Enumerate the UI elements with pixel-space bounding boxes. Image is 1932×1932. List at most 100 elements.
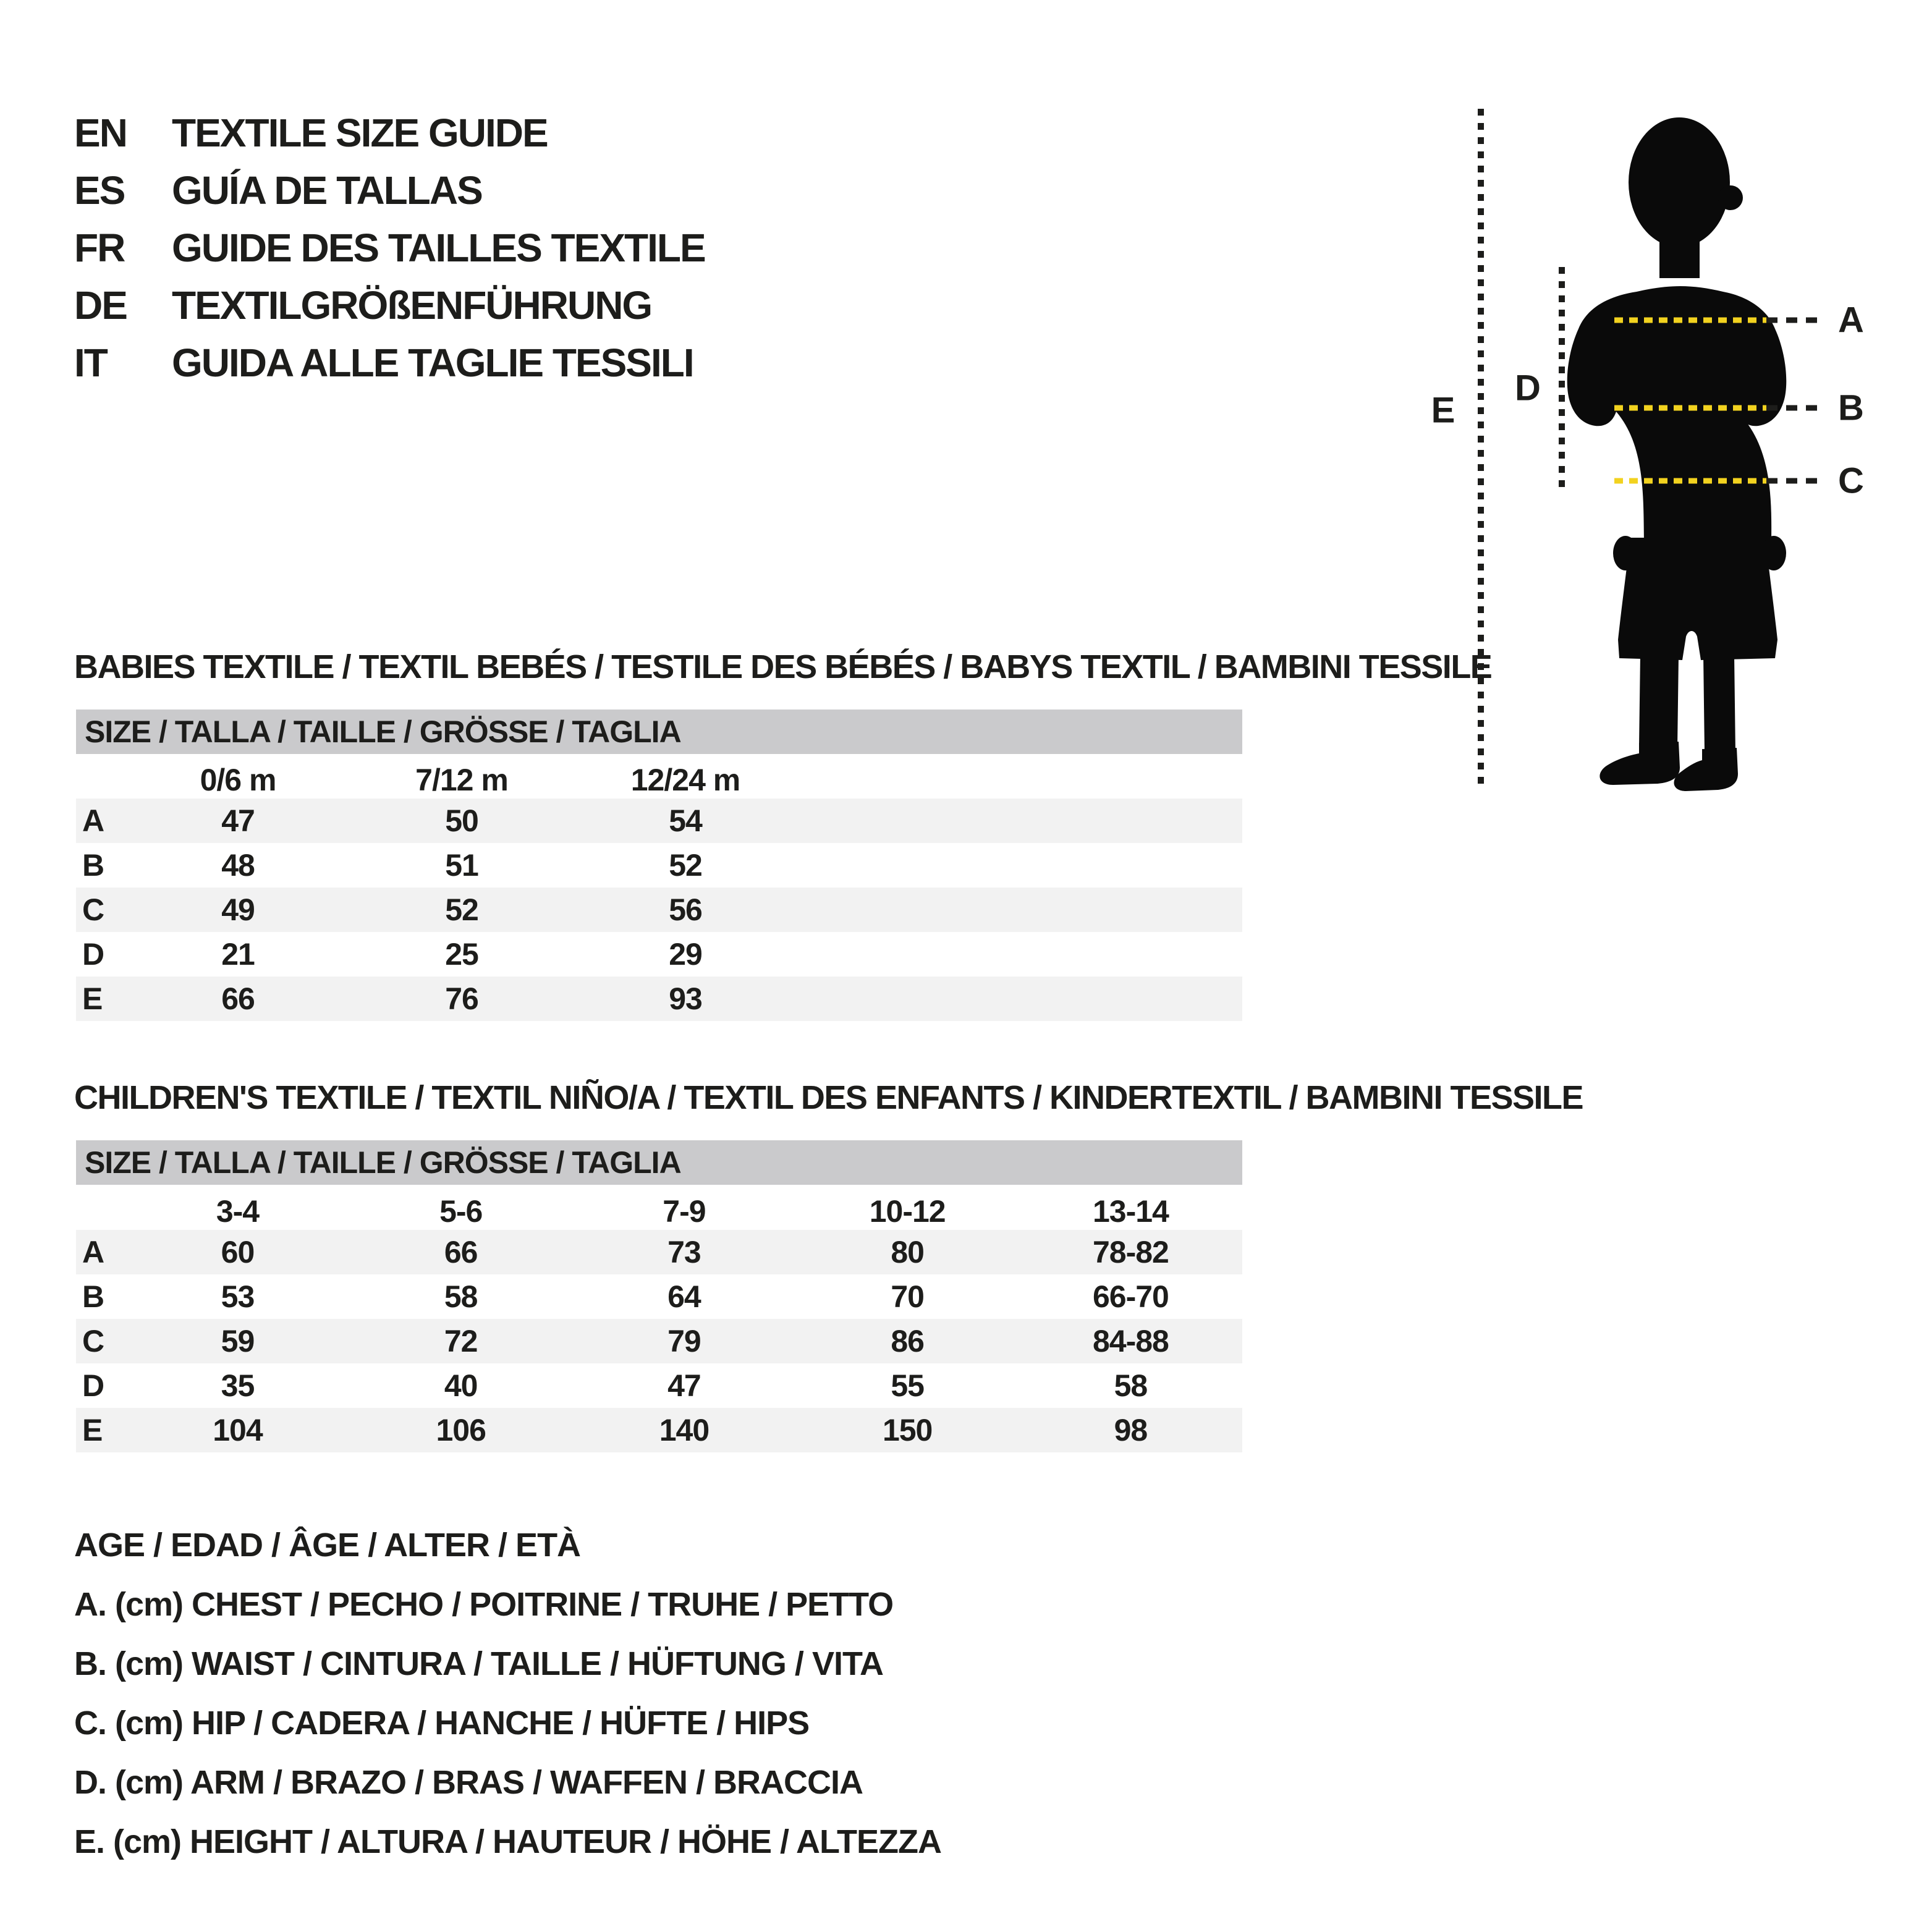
row-label: D [82,1368,104,1403]
size-value-cell: 58 [1114,1368,1148,1403]
row-label: E [82,1413,103,1447]
row-label: A [82,1235,104,1269]
language-code: IT [74,340,108,385]
language-title: GUIDA ALLE TAGLIE TESSILI [172,340,695,385]
children-column-header-row: 3-4 5-6 7-9 10-12 13-14 [76,1193,1242,1230]
legend-line: A. (cm) CHEST / PECHO / POITRINE / TRUHE… [74,1586,894,1623]
legend-line: E. (cm) HEIGHT / ALTURA / HAUTEUR / HÖHE… [74,1823,942,1860]
table-row: D 21 25 29 [76,932,1242,977]
table-row: E 66 76 93 [76,977,1242,1021]
size-value-cell: 98 [1114,1413,1148,1447]
size-value-cell: 150 [882,1413,933,1447]
row-label: C [82,892,104,927]
language-title: GUÍA DE TALLAS [172,167,483,213]
row-label: B [82,848,104,883]
language-code: ES [74,167,125,213]
language-code: DE [74,282,128,328]
column-header: 13-14 [1092,1194,1169,1229]
language-title-block: EN TEXTILE SIZE GUIDE ES GUÍA DE TALLAS … [74,104,706,391]
size-value-cell: 21 [221,937,255,972]
legend-line: AGE / EDAD / ÂGE / ALTER / ETÀ [74,1527,581,1564]
measure-label-E: E [1431,391,1455,431]
size-value-cell: 55 [891,1368,925,1403]
size-value-cell: 104 [213,1413,263,1447]
size-value-cell: 64 [667,1279,701,1314]
children-size-header-text: SIZE / TALLA / TAILLE / GRÖSSE / TAGLIA [85,1145,682,1180]
measure-label-C: C [1838,461,1864,501]
size-value-cell: 56 [669,892,703,927]
language-code: EN [74,110,128,155]
size-value-cell: 140 [659,1413,710,1447]
size-value-cell: 59 [221,1324,255,1358]
row-label: C [82,1324,104,1358]
column-header: 7/12 m [415,763,509,797]
size-value-cell: 106 [436,1413,486,1447]
size-value-cell: 76 [445,981,479,1016]
size-value-cell: 54 [669,803,703,838]
size-value-cell: 47 [667,1368,701,1403]
table-row: C 49 52 56 [76,888,1242,932]
column-header: 12/24 m [630,763,740,797]
babies-column-header-row: 0/6 m 7/12 m 12/24 m [76,761,1242,799]
size-value-cell: 79 [667,1324,701,1358]
row-label: A [82,803,104,838]
size-value-cell: 93 [669,981,703,1016]
size-value-cell: 52 [669,848,703,883]
table-row: B 48 51 52 [76,843,1242,888]
language-row: FR GUIDE DES TAILLES TEXTILE [74,219,706,276]
legend-line: D. (cm) ARM / BRAZO / BRAS / WAFFEN / BR… [74,1764,863,1801]
size-value-cell: 25 [445,937,479,972]
babies-size-header-bar: SIZE / TALLA / TAILLE / GRÖSSE / TAGLIA [76,710,1242,754]
size-value-cell: 52 [445,892,479,927]
language-code: FR [74,225,125,270]
child-silhouette-icon [1567,117,1787,791]
size-value-cell: 78-82 [1092,1235,1169,1269]
table-row: A 47 50 54 [76,799,1242,843]
column-header: 0/6 m [200,763,277,797]
language-title: TEXTILGRÖßENFÜHRUNG [172,282,653,328]
size-value-cell: 48 [221,848,255,883]
column-header: 3-4 [216,1194,260,1229]
table-row: A 60 66 73 80 78-82 [76,1230,1242,1274]
children-size-header-bar: SIZE / TALLA / TAILLE / GRÖSSE / TAGLIA [76,1140,1242,1185]
language-row: ES GUÍA DE TALLAS [74,161,705,219]
size-value-cell: 60 [221,1235,255,1269]
size-value-cell: 66-70 [1092,1279,1169,1314]
size-value-cell: 66 [444,1235,478,1269]
size-value-cell: 66 [221,981,255,1016]
size-value-cell: 35 [221,1368,255,1403]
size-value-cell: 29 [669,937,703,972]
babies-size-header-text: SIZE / TALLA / TAILLE / GRÖSSE / TAGLIA [85,714,682,749]
size-value-cell: 58 [444,1279,478,1314]
table-row: C 59 72 79 86 84-88 [76,1319,1242,1363]
row-label: E [82,981,103,1016]
language-row: IT GUIDA ALLE TAGLIE TESSILI [74,334,705,391]
size-value-cell: 72 [444,1324,478,1358]
row-label: B [82,1279,104,1314]
children-section-title: CHILDREN'S TEXTILE / TEXTIL NIÑO/A / TEX… [74,1079,1584,1116]
legend-line: C. (cm) HIP / CADERA / HANCHE / HÜFTE / … [74,1705,810,1742]
column-header: 7-9 [663,1194,706,1229]
language-row: DE TEXTILGRÖßENFÜHRUNG [74,276,705,334]
column-header: 5-6 [439,1194,483,1229]
row-label: D [82,937,104,972]
babies-section-title: BABIES TEXTILE / TEXTIL BEBÉS / TESTILE … [74,648,1493,685]
measure-label-D: D [1515,368,1541,409]
size-value-cell: 53 [221,1279,255,1314]
column-header: 10-12 [869,1194,946,1229]
language-title: GUIDE DES TAILLES TEXTILE [172,225,706,270]
size-value-cell: 86 [891,1324,925,1358]
measure-label-A: A [1838,300,1864,341]
measurement-legend: AGE / EDAD / ÂGE / ALTER / ETÀ A. (cm) C… [74,1515,942,1871]
size-value-cell: 49 [221,892,255,927]
measure-label-B: B [1838,388,1864,428]
table-row: E 104 106 140 150 98 [76,1408,1242,1452]
language-row: EN TEXTILE SIZE GUIDE [74,104,705,161]
size-value-cell: 84-88 [1092,1324,1169,1358]
size-value-cell: 40 [444,1368,478,1403]
language-title: TEXTILE SIZE GUIDE [172,110,549,155]
size-value-cell: 73 [667,1235,701,1269]
size-value-cell: 50 [445,803,479,838]
table-row: D 35 40 47 55 58 [76,1363,1242,1408]
